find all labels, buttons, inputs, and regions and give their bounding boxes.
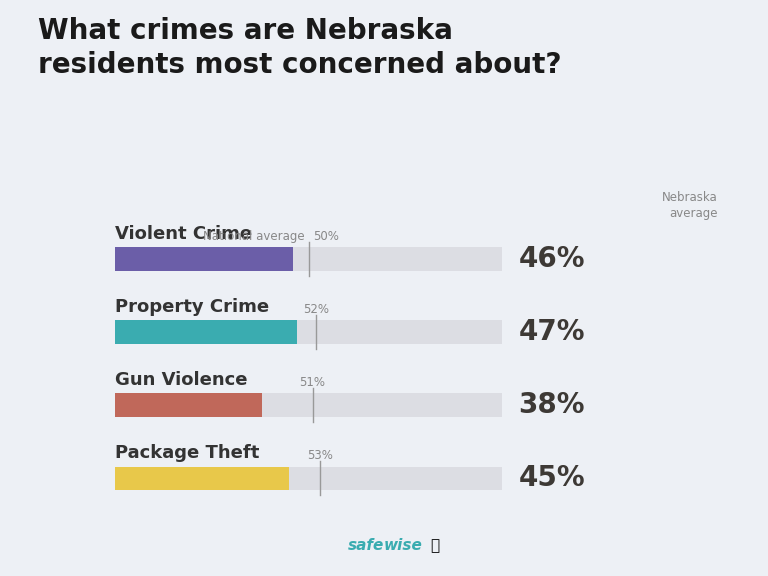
Text: What crimes are Nebraska
residents most concerned about?: What crimes are Nebraska residents most … <box>38 17 562 79</box>
Text: 50%: 50% <box>313 230 339 243</box>
Text: 47%: 47% <box>518 318 585 346</box>
Text: Nebraska
average: Nebraska average <box>662 191 718 220</box>
Text: 52%: 52% <box>303 303 329 316</box>
Bar <box>115 467 290 490</box>
Text: National average: National average <box>203 230 304 243</box>
Bar <box>115 320 502 344</box>
Text: Gun Violence: Gun Violence <box>115 371 248 389</box>
Text: Property Crime: Property Crime <box>115 298 270 316</box>
Text: 38%: 38% <box>518 391 585 419</box>
Text: Violent Crime: Violent Crime <box>115 225 253 243</box>
Text: wise: wise <box>384 538 423 553</box>
Bar <box>115 393 263 417</box>
Text: Package Theft: Package Theft <box>115 444 260 462</box>
Bar <box>115 393 502 417</box>
Text: 51%: 51% <box>300 376 326 389</box>
Text: safe: safe <box>348 538 384 553</box>
Text: 46%: 46% <box>518 245 585 273</box>
Bar <box>115 467 502 490</box>
Bar <box>115 247 502 271</box>
Bar <box>115 320 297 344</box>
Text: 53%: 53% <box>307 449 333 462</box>
Text: 45%: 45% <box>518 464 585 492</box>
Bar <box>115 247 293 271</box>
Text: 🦉: 🦉 <box>430 538 439 553</box>
